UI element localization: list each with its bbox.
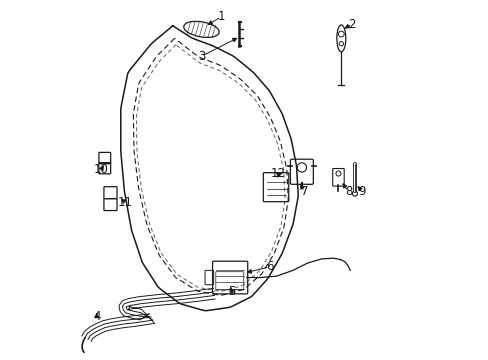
- Text: 7: 7: [301, 185, 308, 198]
- Text: 6: 6: [265, 260, 273, 273]
- Text: 5: 5: [228, 285, 235, 298]
- Text: 2: 2: [347, 18, 355, 31]
- Text: 12: 12: [270, 167, 285, 180]
- Text: 11: 11: [118, 196, 133, 209]
- Text: 4: 4: [93, 310, 101, 324]
- Text: 9: 9: [358, 185, 365, 198]
- Text: 3: 3: [197, 50, 205, 63]
- Text: 1: 1: [217, 10, 224, 23]
- Text: 10: 10: [93, 163, 108, 176]
- Text: 8: 8: [344, 185, 351, 198]
